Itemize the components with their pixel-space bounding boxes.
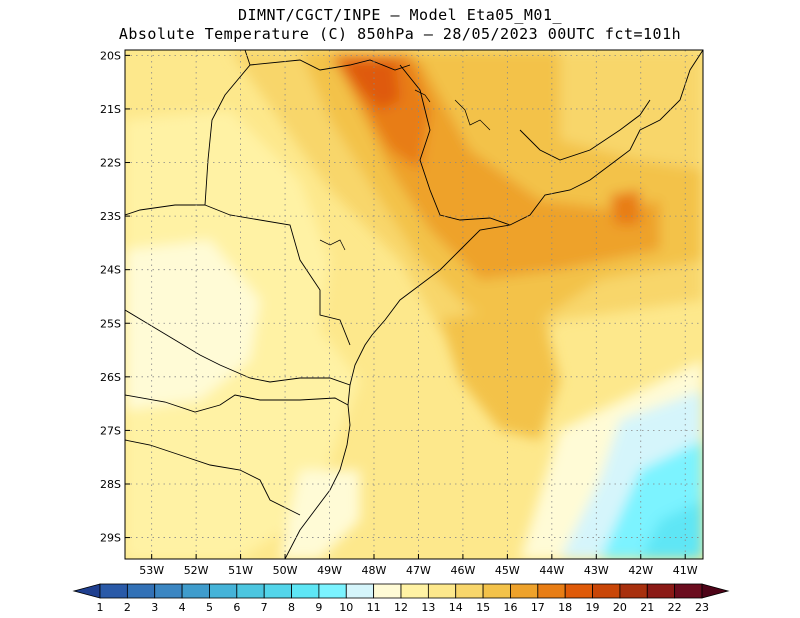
colorbar-swatch	[154, 583, 183, 599]
lon-label: 41W	[673, 564, 698, 577]
lon-label: 49W	[317, 564, 342, 577]
temperature-field	[125, 50, 703, 559]
colorbar-label: 4	[179, 601, 186, 614]
colorbar-label: 9	[315, 601, 322, 614]
colorbar-swatch	[455, 583, 484, 599]
colorbar-swatch	[510, 583, 539, 599]
colorbar-swatch	[674, 583, 703, 599]
colorbar-swatch	[318, 583, 347, 599]
lon-label: 50W	[273, 564, 298, 577]
colorbar-swatch	[345, 583, 375, 599]
colorbar-label: 19	[586, 601, 600, 614]
colorbar-label: 22	[668, 601, 682, 614]
colorbar-label: 3	[151, 601, 158, 614]
colorbar-label: 11	[367, 601, 381, 614]
colorbar-swatch	[291, 583, 320, 599]
colorbar-label: 16	[503, 601, 517, 614]
colorbar-label: 8	[288, 601, 295, 614]
colorbar-label: 10	[339, 601, 353, 614]
colorbar-label: 5	[206, 601, 213, 614]
colorbar-swatch	[209, 583, 238, 599]
colorbar-label: 13	[421, 601, 435, 614]
colorbar-swatch	[482, 583, 511, 599]
colorbar-swatch	[126, 583, 156, 599]
longitude-labels: 53W 52W 51W 50W 49W 48W 47W 46W 45W 44W 43W 42W 41W	[139, 554, 698, 577]
colorbar-swatch	[537, 583, 566, 599]
lat-label: 25S	[100, 317, 121, 330]
lon-label: 43W	[584, 564, 609, 577]
colorbar-arrow-high	[701, 583, 730, 599]
colorbar-label: 21	[640, 601, 654, 614]
colorbar-label: 14	[449, 601, 463, 614]
colorbar-swatch	[646, 583, 676, 599]
colorbar: 1 2 3 4 5 6 7 8 9 10 11 12 13 14 15 16 17 18 19 20 21 22 23	[72, 583, 730, 614]
colorbar-label: 7	[261, 601, 268, 614]
lat-label: 24S	[100, 264, 121, 277]
colorbar-label: 20	[613, 601, 627, 614]
lon-label: 53W	[139, 564, 164, 577]
colorbar-label: 6	[233, 601, 240, 614]
colorbar-arrow-low	[72, 583, 101, 599]
lon-label: 45W	[495, 564, 520, 577]
colorbar-swatch	[427, 583, 457, 599]
colorbar-label: 18	[558, 601, 572, 614]
colorbar-swatch	[181, 583, 210, 599]
map-title-line-2: Absolute Temperature (C) 850hPa – 28/05/…	[118, 25, 682, 43]
map-frame	[124, 49, 704, 560]
colorbar-swatch	[619, 583, 648, 599]
lat-label: 21S	[100, 103, 121, 116]
lon-label: 51W	[228, 564, 253, 577]
lon-label: 52W	[184, 564, 209, 577]
colorbar-swatch	[99, 583, 128, 599]
colorbar-label: 15	[476, 601, 490, 614]
lon-label: 48W	[362, 564, 387, 577]
lat-label: 22S	[100, 157, 121, 170]
latitude-labels: 20S 21S 22S 23S 24S 25S 26S 27S 28S 29S	[100, 49, 130, 545]
lat-label: 20S	[100, 49, 121, 62]
lon-label: 47W	[406, 564, 431, 577]
colorbar-label: 1	[97, 601, 104, 614]
map-title-line-1: DIMNT/CGCT/INPE – Model Eta05_M01_	[237, 6, 563, 24]
colorbar-label: 12	[394, 601, 408, 614]
lon-label: 44W	[539, 564, 564, 577]
colorbar-swatch	[592, 583, 621, 599]
colorbar-label: 2	[124, 601, 131, 614]
colorbar-label: 17	[531, 601, 545, 614]
colorbar-swatch	[400, 583, 429, 599]
lon-label: 42W	[628, 564, 653, 577]
lat-label: 28S	[100, 478, 121, 491]
lat-label: 27S	[100, 424, 121, 437]
lon-label: 46W	[450, 564, 475, 577]
colorbar-label: 23	[695, 601, 709, 614]
colorbar-swatch	[236, 583, 265, 599]
colorbar-swatch	[564, 583, 593, 599]
colorbar-swatch	[263, 583, 292, 599]
lat-lon-grid	[125, 50, 703, 559]
lat-label: 23S	[100, 210, 121, 223]
lat-label: 26S	[100, 371, 121, 384]
colorbar-swatch	[373, 583, 402, 599]
lat-label: 29S	[100, 532, 121, 545]
